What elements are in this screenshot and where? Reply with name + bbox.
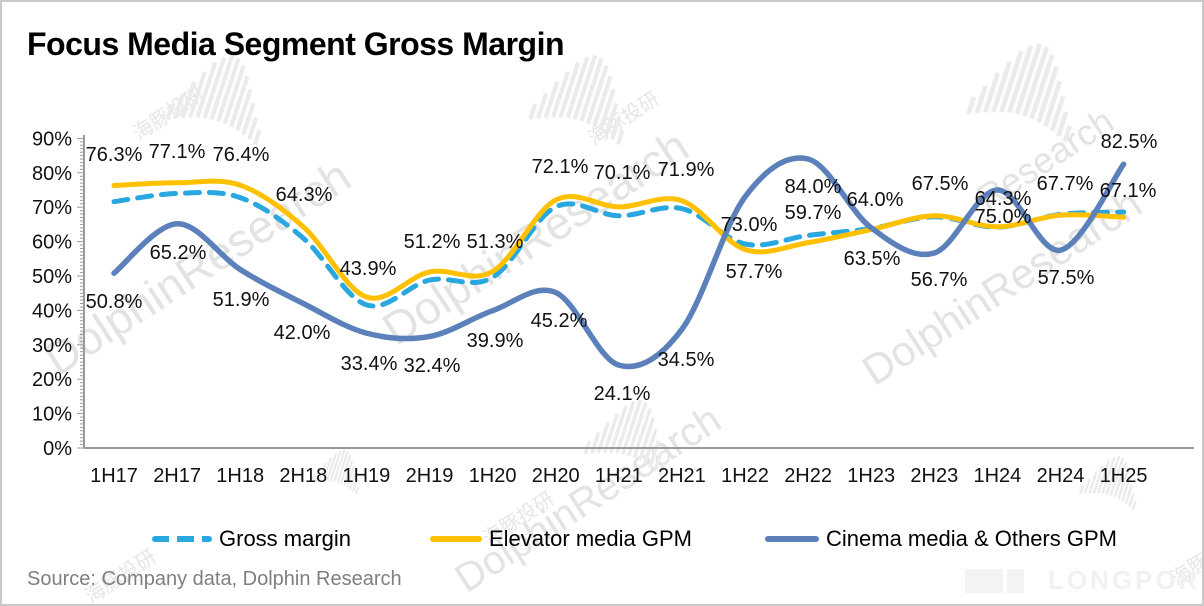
- cinema-media-swatch: [765, 536, 819, 542]
- chart-title: Focus Media Segment Gross Margin: [27, 26, 565, 62]
- data-label: 73.0%: [721, 214, 778, 236]
- data-label: 51.3%: [467, 231, 524, 253]
- data-label: 84.0%: [785, 176, 842, 198]
- x-tick-label: 1H21: [595, 465, 643, 487]
- x-tick-label: 1H25: [1100, 465, 1148, 487]
- gross-margin-dashed-swatch: [152, 536, 212, 542]
- x-tick-label: 2H18: [279, 465, 327, 487]
- x-tick-label: 1H23: [847, 465, 895, 487]
- series-line-elevator-media-gpm: [111, 178, 1127, 301]
- data-label: 75.0%: [975, 206, 1032, 228]
- data-label: 76.3%: [86, 144, 143, 166]
- y-tick-label: 70%: [32, 197, 72, 219]
- data-label: 51.9%: [213, 289, 270, 311]
- y-tick-label: 50%: [32, 266, 72, 288]
- data-label: 57.7%: [726, 261, 783, 283]
- data-label: 67.5%: [912, 173, 969, 195]
- legend-label: Cinema media & Others GPM: [826, 526, 1117, 551]
- y-tick-label: 40%: [32, 300, 72, 322]
- data-label: 56.7%: [911, 269, 968, 291]
- x-tick-label: 1H24: [973, 465, 1021, 487]
- longport-logo-icon: [1007, 568, 1024, 593]
- data-label: 39.9%: [467, 330, 524, 352]
- legend-item-gross-margin: Gross margin: [152, 526, 351, 552]
- data-label: 51.2%: [404, 231, 461, 253]
- data-label: 59.7%: [785, 202, 842, 224]
- legend-item-cinema-media: Cinema media & Others GPM: [765, 526, 1117, 552]
- x-tick-label: 2H17: [153, 465, 201, 487]
- legend-label: Gross margin: [219, 526, 352, 551]
- data-label: 82.5%: [1101, 131, 1158, 153]
- data-label: 70.1%: [594, 162, 651, 184]
- y-tick-label: 80%: [32, 163, 72, 185]
- y-tick-label: 20%: [32, 369, 72, 391]
- longport-logo-icon: [965, 568, 1003, 593]
- x-tick-label: 1H19: [342, 465, 390, 487]
- data-label: 50.8%: [86, 291, 143, 313]
- y-tick-label: 90%: [32, 128, 72, 150]
- x-tick-label: 1H22: [721, 465, 769, 487]
- data-label: 33.4%: [341, 353, 398, 375]
- y-tick-label: 30%: [32, 335, 72, 357]
- legend-label: Elevator media GPM: [489, 526, 692, 551]
- data-label: 77.1%: [149, 141, 206, 163]
- data-label: 65.2%: [150, 242, 207, 264]
- x-tick-label: 1H20: [469, 465, 517, 487]
- legend-item-elevator-media: Elevator media GPM: [430, 526, 692, 552]
- x-tick-label: 1H18: [216, 465, 264, 487]
- data-label: 24.1%: [594, 383, 651, 405]
- data-label: 64.3%: [276, 184, 333, 206]
- x-tick-label: 1H17: [90, 465, 138, 487]
- y-tick-label: 10%: [32, 404, 72, 426]
- data-label: 32.4%: [404, 355, 461, 377]
- data-label: 64.0%: [847, 189, 904, 211]
- data-label: 42.0%: [274, 322, 331, 344]
- x-tick-label: 2H19: [406, 465, 454, 487]
- data-label: 76.4%: [213, 144, 270, 166]
- data-label: 67.7%: [1037, 173, 1094, 195]
- data-label: 34.5%: [658, 349, 715, 371]
- longport-logo-text: LONGPORT: [1048, 565, 1204, 595]
- y-tick-label: 0%: [43, 438, 72, 460]
- x-tick-label: 2H22: [784, 465, 832, 487]
- series-line-cinema-media-others-gpm: [111, 155, 1127, 370]
- x-tick-label: 2H23: [910, 465, 958, 487]
- elevator-media-swatch: [430, 536, 482, 542]
- data-label: 71.9%: [658, 159, 715, 181]
- x-tick-label: 2H21: [658, 465, 706, 487]
- series-line-gross-margin: [111, 189, 1127, 309]
- data-label: 72.1%: [532, 156, 589, 178]
- data-label: 57.5%: [1038, 267, 1095, 289]
- data-label: 64.3%: [975, 188, 1032, 210]
- data-label: 67.1%: [1100, 180, 1157, 202]
- data-label: 43.9%: [340, 258, 397, 280]
- longport-logo: LONGPORT: [965, 565, 1204, 596]
- y-tick-label: 60%: [32, 232, 72, 254]
- source-note: Source: Company data, Dolphin Research: [27, 568, 402, 590]
- data-label: 63.5%: [844, 248, 901, 270]
- x-tick-label: 2H24: [1037, 465, 1085, 487]
- data-label: 45.2%: [531, 310, 588, 332]
- x-tick-label: 2H20: [532, 465, 580, 487]
